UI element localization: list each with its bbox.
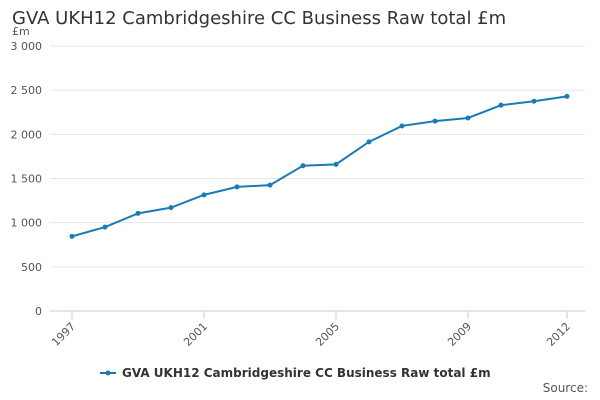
y-tick-label: 1 000 (11, 217, 43, 230)
series-line (71, 95, 568, 238)
data-point (333, 161, 339, 167)
x-tick-label: 1997 (49, 320, 78, 349)
x-tick-label: 2005 (313, 320, 342, 349)
source: Source: (543, 381, 588, 395)
y-tick-label: 2 500 (11, 84, 43, 97)
data-point (267, 182, 273, 188)
data-point (135, 210, 141, 216)
data-point (201, 192, 207, 198)
data-point (234, 184, 240, 190)
y-tick-label: 2 000 (11, 128, 43, 141)
data-point (498, 102, 504, 108)
x-tick-label: 2009 (445, 320, 474, 349)
data-point (168, 205, 174, 211)
y-axis-label: £m (12, 25, 30, 38)
y-tick-label: 500 (21, 261, 42, 274)
x-tick-label: 2012 (544, 320, 573, 349)
legend-label: GVA UKH12 Cambridgeshire CC Business Raw… (122, 366, 491, 380)
data-point (69, 233, 75, 239)
data-point (432, 118, 438, 124)
data-point (465, 115, 471, 121)
x-tick-label: 2001 (181, 320, 210, 349)
data-point (564, 93, 570, 99)
data-point (531, 98, 537, 104)
data-point (300, 163, 306, 169)
chart-title: GVA UKH12 Cambridgeshire CC Business Raw… (12, 8, 506, 29)
data-point (366, 139, 372, 145)
y-tick-label: 3 000 (11, 40, 43, 53)
legend-marker (105, 370, 111, 376)
y-tick-label: 0 (35, 305, 42, 318)
data-point (399, 123, 405, 129)
y-tick-label: 1 500 (11, 173, 43, 186)
data-point (102, 224, 108, 230)
